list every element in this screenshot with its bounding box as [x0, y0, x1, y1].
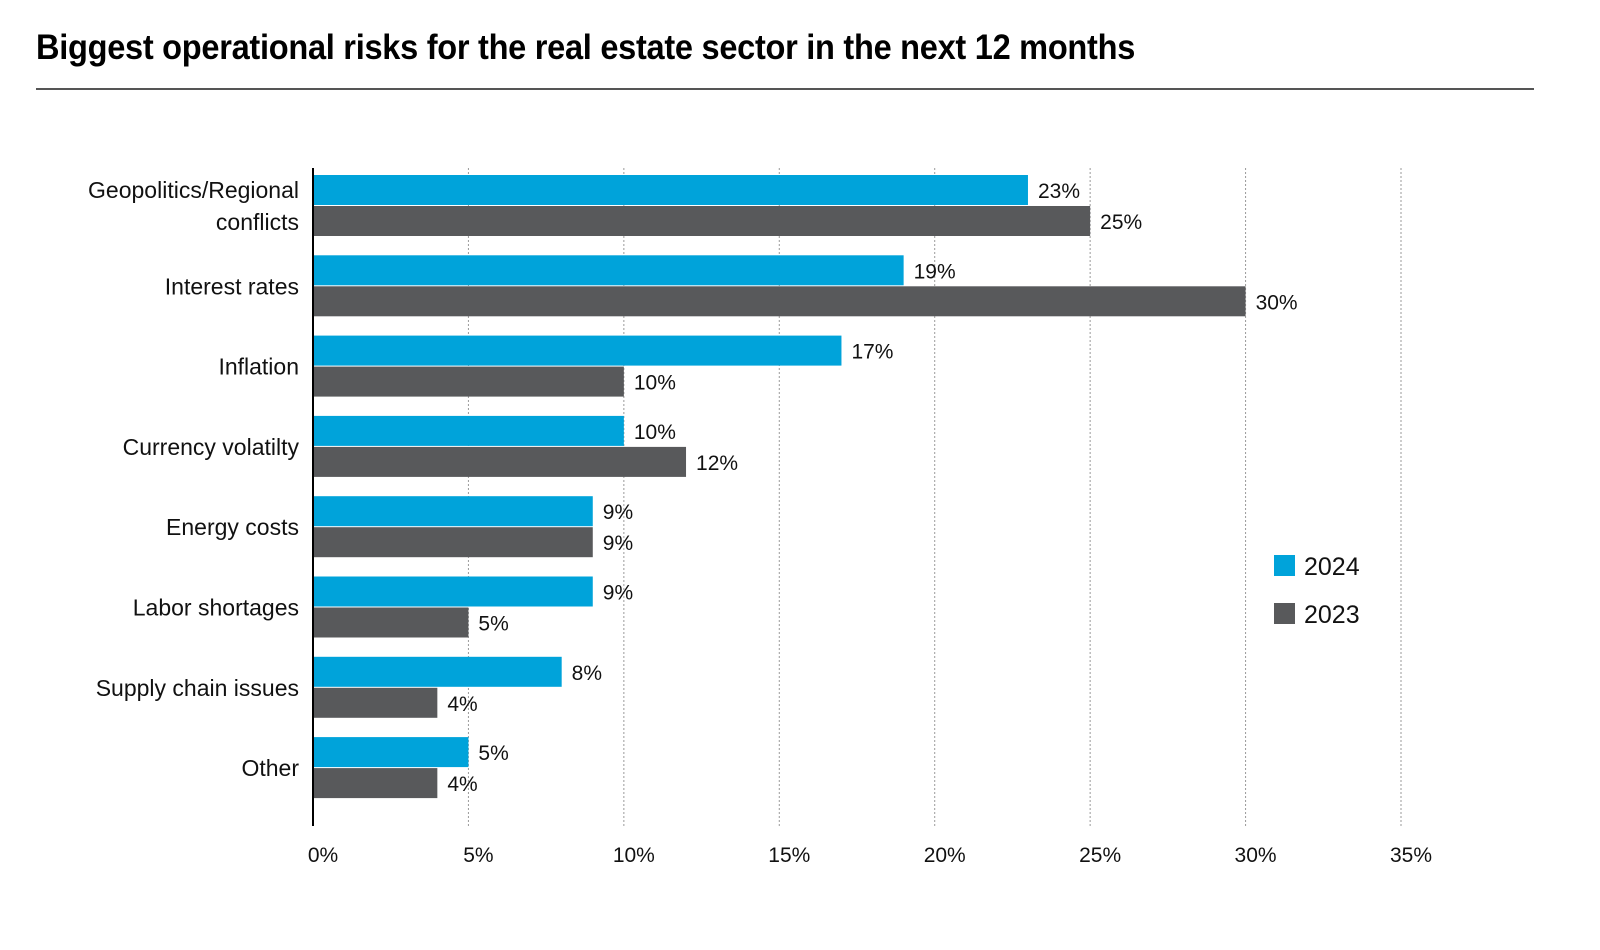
x-tick-label: 30%	[1235, 844, 1277, 867]
x-tick-labels: 0% 5% 10% 15% 20% 25% 30% 35%	[308, 844, 1432, 867]
value-label: 19%	[914, 260, 956, 283]
x-tick-label: 35%	[1390, 844, 1432, 867]
value-label: 10%	[634, 372, 676, 395]
value-label: 12%	[696, 452, 738, 475]
chart-title: Biggest operational risks for the real e…	[36, 28, 1136, 67]
value-label: 25%	[1100, 211, 1142, 234]
bar-2023	[313, 206, 1091, 236]
category-label: Labor shortages	[133, 595, 299, 621]
category-label: conflicts	[216, 209, 299, 235]
category-label: Energy costs	[166, 514, 299, 540]
bar-2024	[313, 335, 842, 366]
value-labels: 23%25%19%30%17%10%10%12%9%9%9%5%8%4%5%4%	[447, 180, 1297, 796]
bar-2023	[313, 768, 438, 799]
x-tick-label: 10%	[613, 844, 655, 867]
value-label: 5%	[478, 742, 508, 765]
value-label: 23%	[1038, 180, 1080, 203]
value-label: 9%	[603, 582, 633, 605]
bar-2023	[313, 527, 593, 558]
value-label: 10%	[634, 421, 676, 444]
category-label: Other	[241, 755, 299, 781]
x-tick-label: 0%	[308, 844, 338, 867]
category-label: Currency volatilty	[123, 434, 300, 460]
x-tick-label: 25%	[1079, 844, 1121, 867]
x-tick-label: 15%	[768, 844, 810, 867]
bar-2024	[313, 175, 1028, 205]
bar-2023	[313, 446, 687, 477]
category-label: Supply chain issues	[96, 675, 299, 701]
category-labels: Geopolitics/Regional conflicts Interest ra…	[88, 177, 299, 781]
value-label: 5%	[478, 613, 508, 636]
bar-2024	[313, 737, 469, 768]
value-label: 8%	[572, 662, 602, 685]
bars	[313, 175, 1246, 799]
category-label: Inflation	[218, 354, 299, 380]
legend-swatch-2023	[1274, 603, 1295, 624]
x-tick-label: 20%	[924, 844, 966, 867]
value-label: 4%	[447, 773, 477, 796]
bar-2024	[313, 255, 904, 286]
title-divider	[36, 88, 1534, 90]
legend-label: 2024	[1304, 553, 1360, 581]
bar-2023	[313, 286, 1246, 317]
x-tick-label: 5%	[463, 844, 493, 867]
bar-2023	[313, 607, 469, 638]
value-label: 17%	[851, 341, 893, 364]
value-label: 9%	[603, 532, 633, 555]
value-label: 30%	[1256, 291, 1298, 314]
category-label: Geopolitics/Regional	[88, 177, 299, 203]
bar-2024	[313, 576, 593, 607]
bar-2024	[313, 415, 624, 446]
legend-label: 2023	[1304, 601, 1360, 629]
bar-2024	[313, 496, 593, 527]
legend-swatch-2024	[1274, 555, 1295, 576]
bar-2023	[313, 687, 438, 718]
value-label: 4%	[447, 693, 477, 716]
bar-2023	[313, 366, 624, 397]
bar-2024	[313, 656, 562, 687]
legend: 2024 2023	[1274, 553, 1360, 629]
category-label: Interest rates	[165, 273, 299, 299]
value-label: 9%	[603, 501, 633, 524]
